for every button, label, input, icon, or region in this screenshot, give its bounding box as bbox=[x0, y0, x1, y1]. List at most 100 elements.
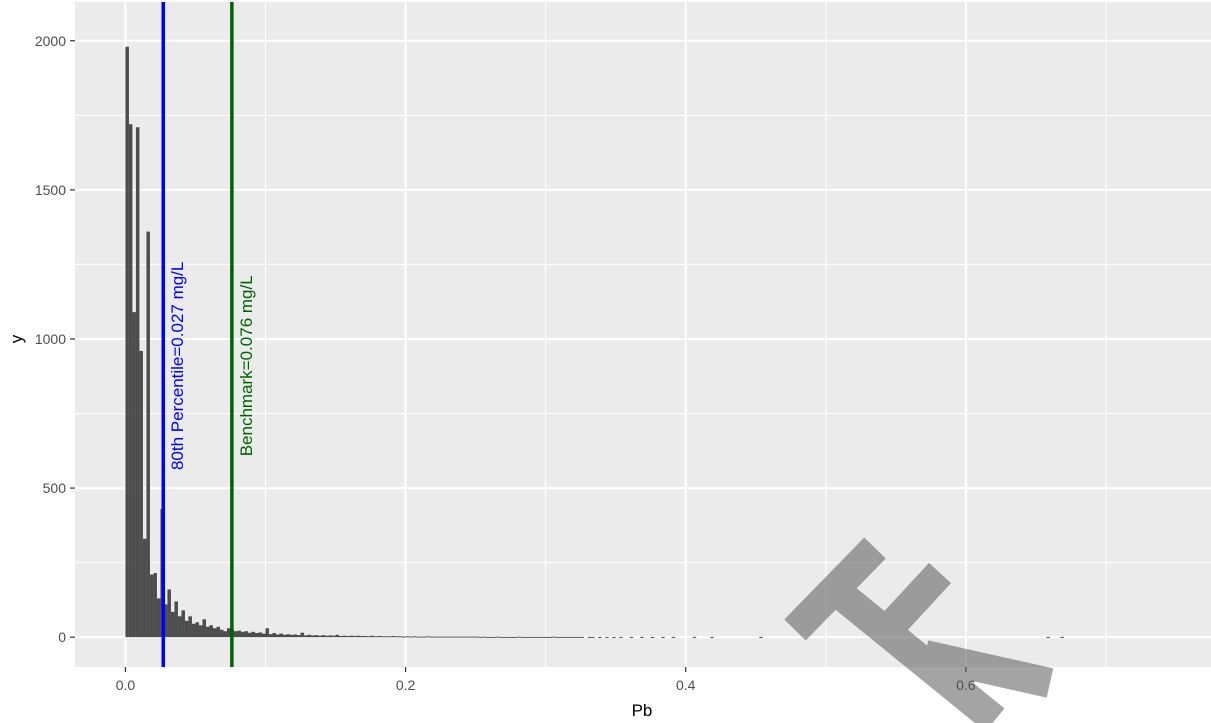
histogram-bar bbox=[416, 636, 420, 638]
histogram-bar bbox=[661, 636, 665, 638]
histogram-bar bbox=[216, 626, 220, 638]
histogram-bar bbox=[251, 631, 255, 638]
histogram-bar bbox=[398, 636, 403, 638]
histogram-bar bbox=[556, 636, 560, 638]
histogram-bar bbox=[226, 628, 231, 638]
histogram-bar bbox=[279, 633, 284, 638]
histogram-bar bbox=[640, 636, 644, 638]
histogram-bar bbox=[370, 635, 375, 638]
histogram-bar bbox=[135, 127, 140, 638]
reference-lines: 80th Percentile=0.027 mg/L Benchmark=0.07… bbox=[161, 2, 256, 667]
x-tick-label: 0.2 bbox=[396, 677, 416, 693]
histogram-bar bbox=[430, 636, 434, 638]
histogram-bar bbox=[461, 636, 466, 638]
histogram-bar bbox=[433, 636, 438, 638]
histogram-bar bbox=[219, 629, 224, 638]
histogram-bar bbox=[342, 635, 347, 638]
histogram-bar bbox=[573, 636, 578, 638]
histogram-bar bbox=[254, 633, 259, 638]
histogram-bar bbox=[290, 634, 294, 638]
histogram-bar bbox=[440, 636, 445, 638]
y-tick-label: 1000 bbox=[35, 331, 66, 347]
histogram-bar bbox=[1060, 636, 1064, 638]
histogram-bar bbox=[381, 636, 385, 638]
y-tick-label: 2000 bbox=[35, 33, 66, 49]
histogram-bar bbox=[496, 636, 501, 638]
histogram-bar bbox=[367, 636, 371, 638]
histogram-bar bbox=[223, 631, 227, 638]
x-tick-label: 0.4 bbox=[676, 677, 696, 693]
histogram-bar bbox=[269, 634, 273, 638]
80th-percentile-label: 80th Percentile=0.027 mg/L bbox=[168, 262, 187, 470]
histogram-bar bbox=[311, 635, 315, 638]
y-axis-ticks: 0 500 1000 1500 2000 bbox=[35, 33, 75, 645]
histogram-bar bbox=[293, 634, 298, 638]
histogram-bar bbox=[486, 636, 490, 638]
histogram-bar bbox=[139, 350, 143, 638]
y-tick-label: 0 bbox=[58, 629, 66, 645]
histogram-bar bbox=[388, 636, 392, 638]
histogram-bar bbox=[545, 636, 550, 638]
histogram-bar bbox=[566, 636, 571, 638]
histogram-bar bbox=[454, 636, 459, 638]
histogram-bar bbox=[580, 636, 585, 638]
y-tick-label: 1500 bbox=[35, 182, 66, 198]
histogram-bar bbox=[198, 625, 203, 638]
histogram-bar bbox=[503, 636, 508, 638]
histogram-bar bbox=[517, 636, 522, 638]
histogram-bar bbox=[163, 604, 168, 638]
minor-gridlines bbox=[75, 2, 1211, 667]
histogram-bar bbox=[346, 635, 350, 638]
histogram-bar bbox=[283, 634, 287, 638]
histogram-bar bbox=[258, 632, 262, 638]
histogram-bar bbox=[384, 636, 389, 638]
histogram-bar bbox=[205, 626, 210, 638]
histogram-bar bbox=[318, 635, 322, 638]
histogram-bar bbox=[563, 636, 567, 638]
histogram-bar bbox=[489, 636, 494, 638]
histogram-bar bbox=[233, 631, 238, 638]
histogram-bar bbox=[524, 636, 529, 638]
histogram-bar bbox=[391, 635, 396, 638]
histogram-bar bbox=[167, 589, 171, 638]
histogram-bar bbox=[570, 636, 574, 638]
histogram-bar bbox=[577, 636, 581, 638]
benchmark-label: Benchmark=0.076 mg/L bbox=[237, 275, 256, 456]
histogram-bar bbox=[458, 636, 462, 638]
histogram-bar bbox=[237, 630, 241, 638]
histogram-bar bbox=[202, 619, 206, 638]
histogram-bar bbox=[587, 636, 592, 638]
histogram-bar bbox=[247, 632, 252, 638]
histogram-bar bbox=[142, 538, 147, 638]
histogram-bar bbox=[188, 616, 192, 638]
histogram-bar bbox=[552, 636, 557, 638]
histogram-bar bbox=[265, 628, 270, 638]
plot-panel bbox=[75, 2, 1211, 667]
histogram-bar bbox=[472, 636, 476, 638]
histogram-bar bbox=[128, 124, 133, 638]
histogram-bar bbox=[650, 636, 655, 638]
histogram-bar bbox=[468, 636, 473, 638]
x-axis-title: Pb bbox=[632, 701, 653, 720]
histogram-bar bbox=[535, 636, 539, 638]
histogram-bar bbox=[272, 633, 277, 638]
histogram-bar bbox=[479, 636, 483, 638]
histogram-bar bbox=[153, 573, 157, 638]
histogram-bar bbox=[409, 636, 413, 638]
histogram-bar bbox=[244, 631, 248, 638]
histogram-bar bbox=[174, 601, 178, 638]
histogram-bar bbox=[514, 636, 518, 638]
histogram-bar bbox=[177, 616, 182, 638]
histogram-bar bbox=[447, 636, 452, 638]
histogram-bar bbox=[531, 636, 536, 638]
histogram-bar bbox=[363, 635, 368, 638]
histogram-bar bbox=[191, 623, 196, 638]
histogram-bar bbox=[405, 636, 410, 638]
histogram-bar bbox=[314, 635, 319, 638]
histogram-bar bbox=[475, 636, 480, 638]
histogram-bar bbox=[507, 636, 511, 638]
histogram-bar bbox=[426, 636, 431, 638]
histogram-bar bbox=[419, 636, 424, 638]
histogram-bar bbox=[276, 634, 280, 638]
y-tick-label: 500 bbox=[43, 480, 67, 496]
